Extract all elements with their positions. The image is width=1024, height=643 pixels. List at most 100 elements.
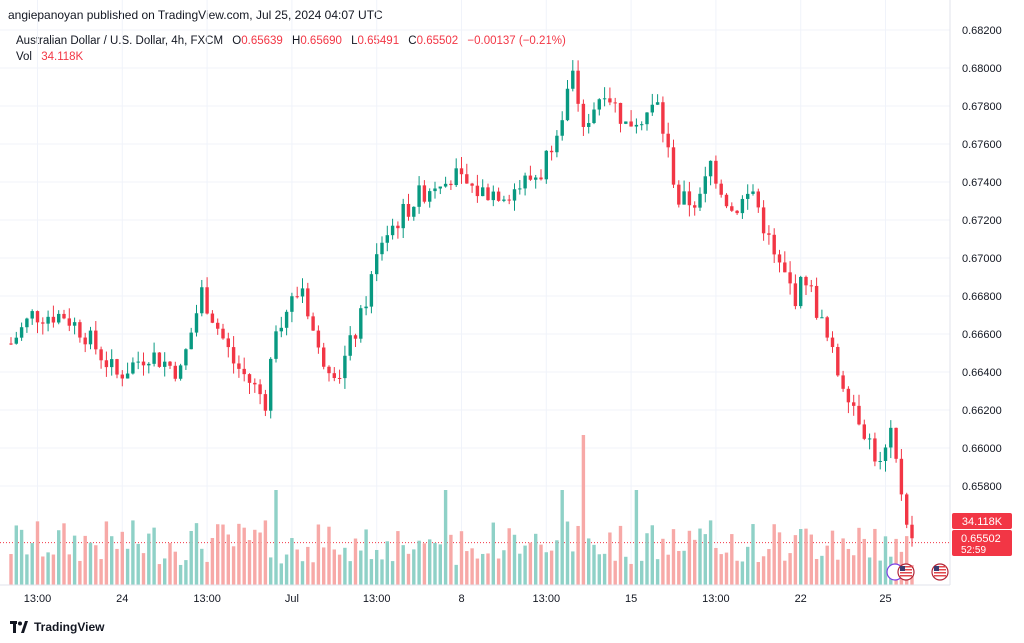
volume-badge-text: 34.118K — [962, 516, 1003, 528]
volume-bar — [618, 525, 623, 585]
tradingview-logo-icon — [10, 621, 28, 633]
price-tick-label: 0.66000 — [962, 443, 1002, 455]
candle-body — [19, 327, 24, 338]
time-tick-label: 22 — [795, 593, 807, 605]
volume-bar — [216, 524, 220, 585]
candle-body — [9, 343, 13, 345]
candle-body — [624, 121, 628, 124]
volume-bar — [703, 534, 707, 585]
candle-body — [115, 359, 119, 375]
candle-body — [910, 524, 914, 539]
candle-body — [316, 330, 321, 348]
price-tick-label: 0.65800 — [962, 481, 1002, 493]
volume-bar — [783, 560, 787, 585]
candle-body — [518, 188, 522, 190]
candle-body — [295, 296, 299, 298]
volume-bar — [364, 529, 368, 585]
candle-body — [735, 210, 739, 214]
volume-bar — [698, 528, 702, 585]
candle-body — [814, 285, 819, 318]
volume-bar — [475, 558, 480, 585]
price-tick-label: 0.67400 — [962, 177, 1002, 189]
volume-bar — [274, 490, 278, 585]
volume-bar — [438, 544, 442, 585]
candle-body — [507, 199, 511, 201]
candle-body — [443, 183, 448, 187]
volume-bar — [242, 527, 246, 585]
volume-bar — [809, 534, 813, 585]
candle-body — [767, 233, 771, 235]
flag-stripe — [900, 566, 912, 568]
candle-body — [353, 335, 358, 339]
candle-body — [730, 206, 734, 211]
price-tick-label: 0.66800 — [962, 291, 1002, 303]
candle-body — [650, 104, 654, 113]
time-axis[interactable]: 13:00 24 13:00 Jul 13:00 8 13:00 15 13:00 22 25 — [24, 593, 892, 605]
volume-bar — [46, 552, 50, 585]
volume-bar — [359, 550, 363, 585]
candle-body — [35, 311, 40, 323]
tradingview-logo[interactable]: TradingView — [10, 620, 104, 634]
volume-bar — [120, 531, 124, 585]
volume-bar — [867, 557, 872, 585]
candle-body — [30, 311, 34, 319]
volume-bar — [300, 561, 305, 585]
volume-bar — [449, 534, 453, 585]
legend-volume-row: Vol 34.118K — [16, 49, 566, 65]
volume-bar — [200, 548, 204, 585]
volume-bar — [163, 558, 167, 585]
volume-bar — [481, 553, 485, 585]
candle-body — [263, 394, 268, 411]
candle-body — [777, 254, 782, 263]
candle-body — [147, 363, 151, 366]
volume-bar — [571, 551, 575, 585]
candle-body — [825, 317, 829, 338]
price-badge-text: 0.65502 — [961, 533, 1001, 545]
candle-body — [327, 366, 331, 374]
volume-bar — [396, 531, 400, 585]
candle-body — [380, 242, 384, 255]
volume-bar — [279, 563, 283, 585]
volume-bar — [348, 561, 352, 585]
volume-bar — [184, 560, 188, 585]
price-axis[interactable]: 0.68200 0.68000 0.67800 0.67600 0.67400 0.672… — [962, 25, 1002, 493]
volume-bar — [258, 532, 262, 585]
candle-body — [216, 322, 220, 329]
volume-bar — [830, 530, 835, 585]
countdown-text: 52:59 — [961, 545, 986, 556]
volume-bar — [650, 525, 654, 585]
legend-ohlc-row: Australian Dollar / U.S. Dollar, 4h, FXC… — [16, 33, 566, 49]
candle-body — [41, 322, 45, 324]
volume-bar — [78, 560, 82, 585]
volume-bar — [88, 542, 93, 585]
candle-body — [189, 332, 193, 350]
candle-body — [693, 205, 697, 208]
volume-bar — [751, 524, 755, 585]
volume-bar — [168, 543, 172, 585]
candle-body — [438, 186, 442, 189]
volume-bar — [534, 533, 538, 585]
volume-bar — [316, 524, 321, 585]
candle-body — [703, 176, 707, 194]
volume-bar — [719, 554, 723, 585]
candle-body — [867, 438, 872, 440]
candle-body — [539, 177, 543, 180]
volume-bar — [799, 529, 803, 585]
candle-body — [454, 168, 458, 186]
volume-bar — [237, 523, 241, 585]
candle-body — [486, 187, 490, 201]
volume-bar — [502, 550, 506, 585]
volume-bar — [417, 540, 421, 585]
volume-bar — [428, 539, 432, 585]
close-value: 0.65502 — [416, 35, 459, 47]
candle-body — [136, 361, 140, 363]
volume-bar — [178, 564, 183, 585]
candle-body — [348, 335, 352, 356]
candle-body — [72, 322, 77, 326]
flag-stripe — [900, 569, 912, 571]
candle-body — [629, 121, 633, 127]
candle-body — [708, 160, 713, 177]
volume-bar — [35, 521, 40, 585]
candle-body — [602, 98, 607, 100]
